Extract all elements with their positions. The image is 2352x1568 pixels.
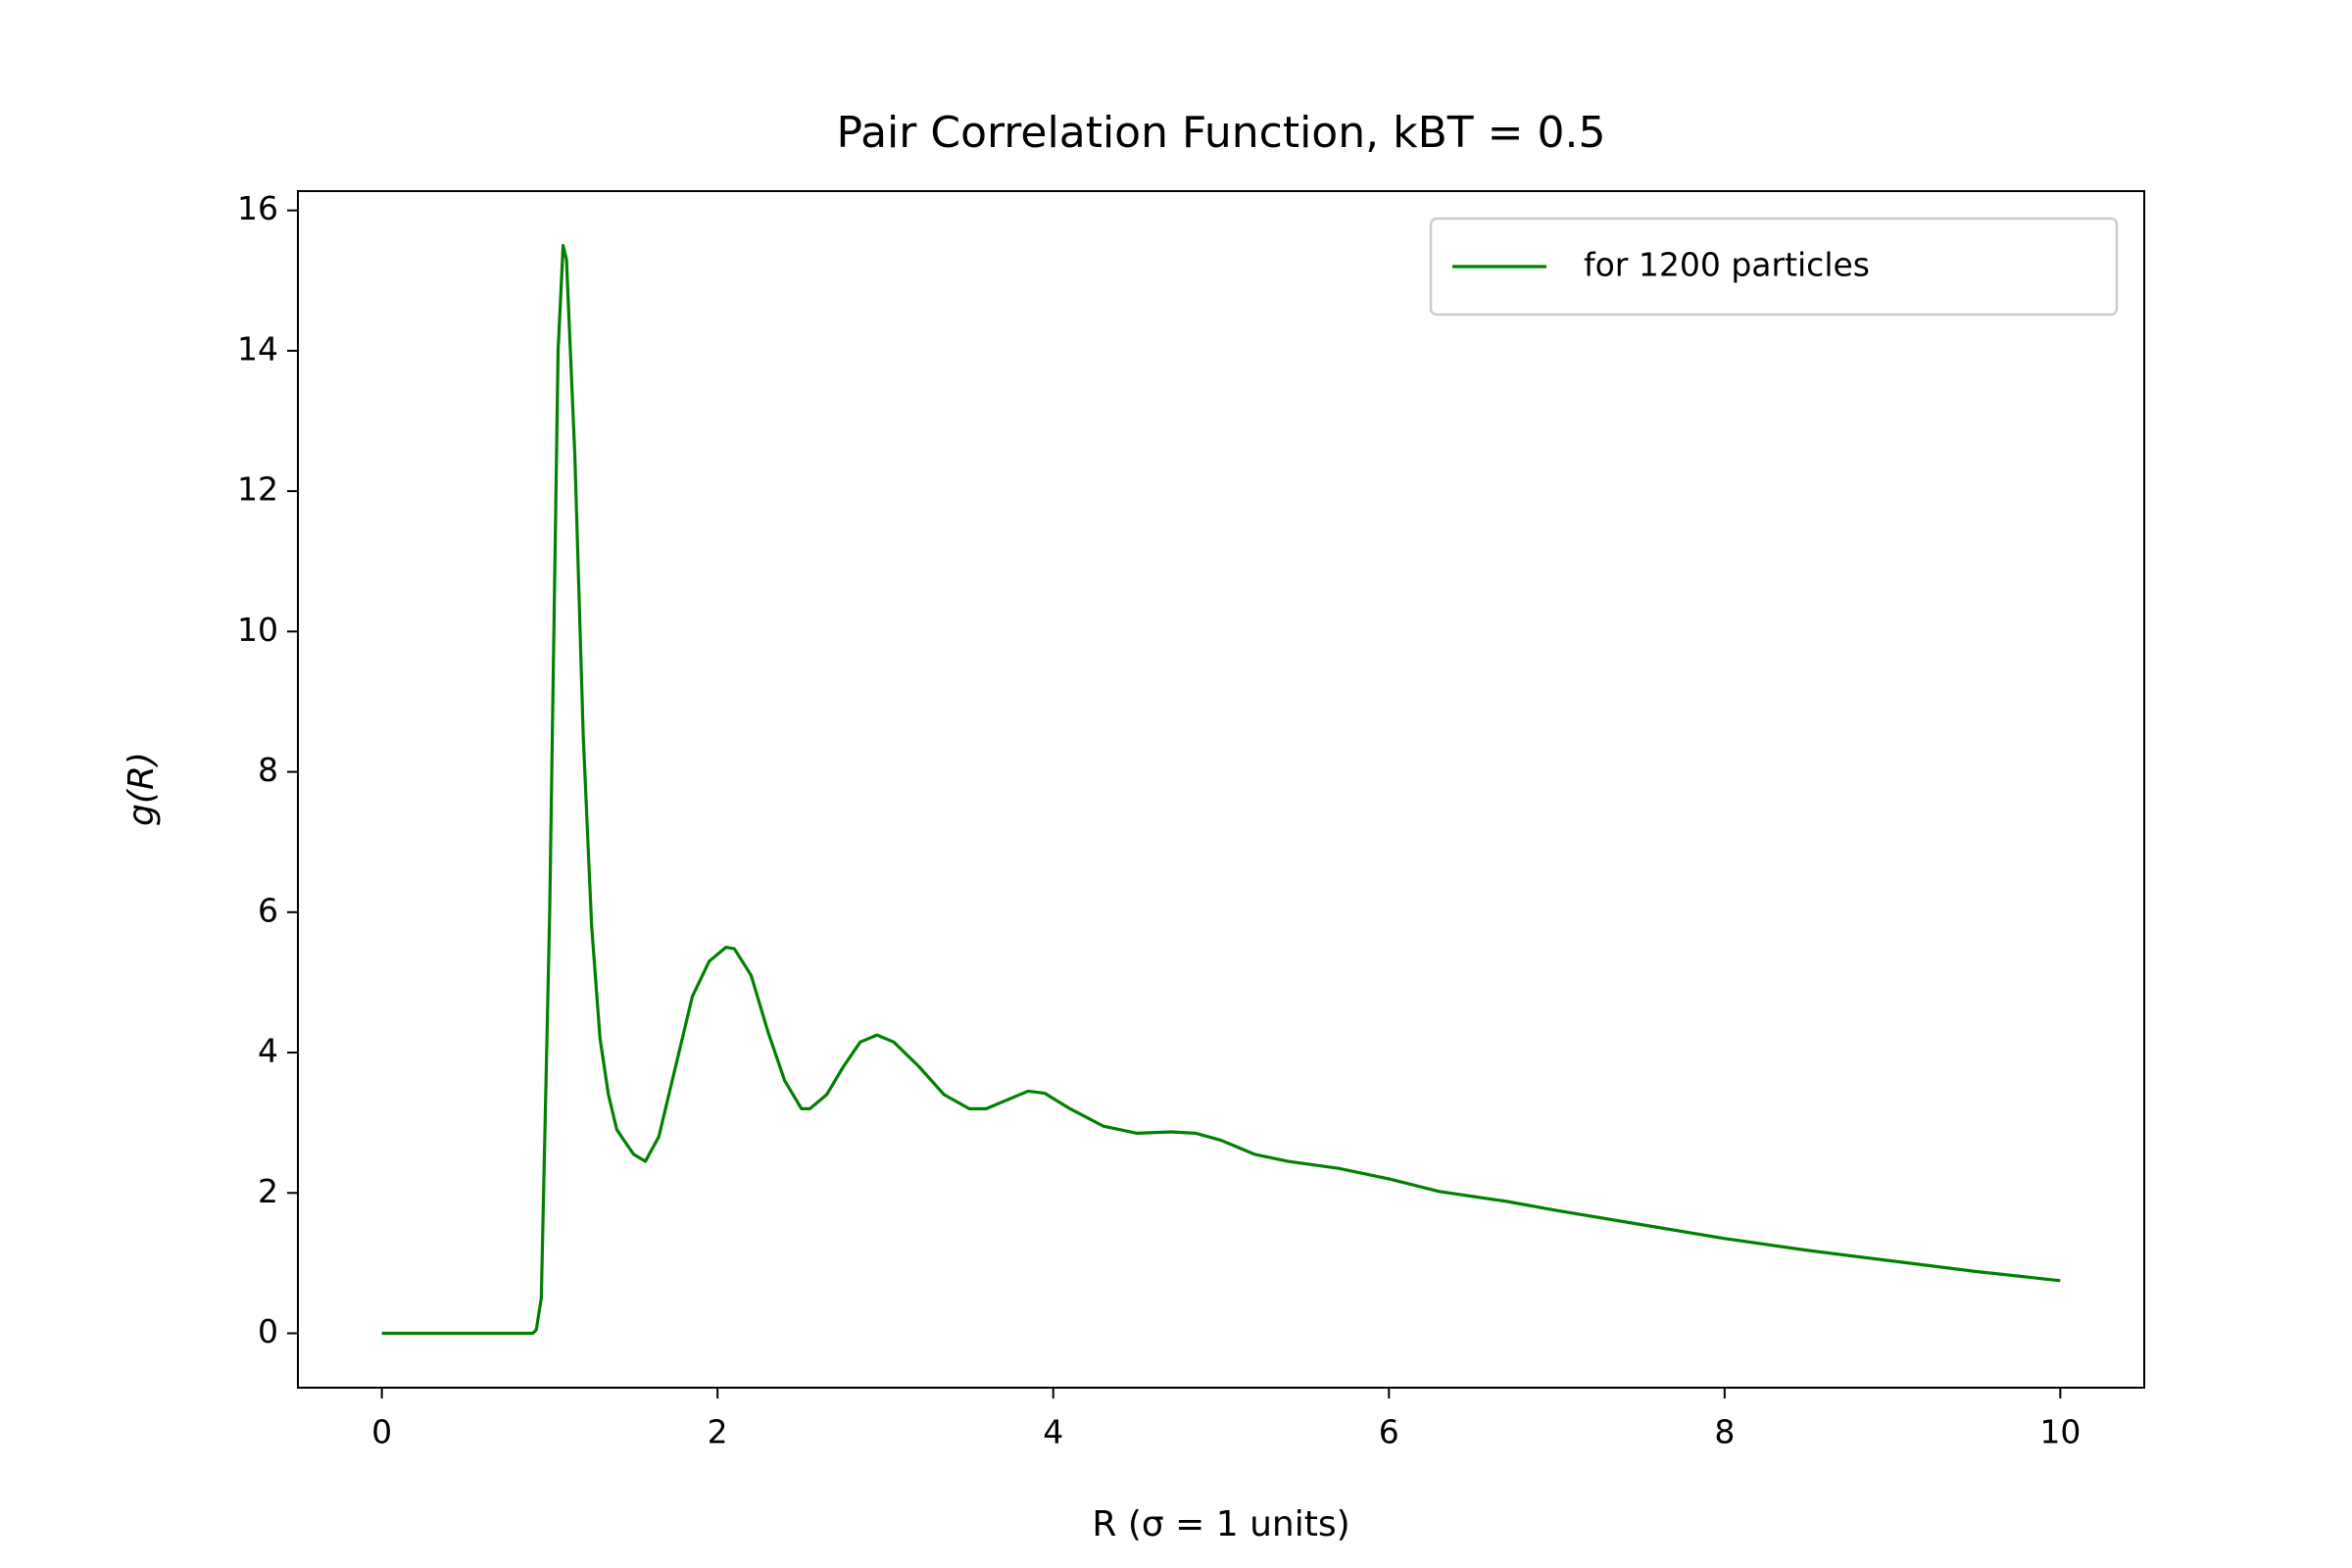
x-tick-label: 4	[1043, 1413, 1063, 1451]
y-tick-label: 4	[258, 1032, 278, 1070]
legend-label: for 1200 particles	[1584, 246, 1870, 284]
y-tick-label: 0	[258, 1312, 278, 1350]
x-tick-label: 6	[1379, 1413, 1399, 1451]
y-axis-label: g(R)	[122, 752, 162, 826]
y-tick-label: 10	[237, 611, 278, 649]
x-tick-label: 2	[708, 1413, 728, 1451]
chart-title: Pair Correlation Function, kBT = 0.5	[837, 108, 1606, 158]
y-tick-label: 14	[237, 329, 278, 368]
x-axis-label: R (σ = 1 units)	[1092, 1504, 1349, 1544]
x-tick-label: 8	[1714, 1413, 1735, 1451]
y-tick-label: 16	[237, 189, 278, 227]
legend-box	[1429, 217, 2119, 317]
x-tick-label: 10	[2039, 1413, 2081, 1451]
y-tick-label: 2	[258, 1172, 278, 1210]
x-tick-label: 0	[371, 1413, 392, 1451]
y-tick-label: 12	[237, 470, 278, 509]
y-tick-label: 6	[258, 891, 278, 929]
data-line	[381, 243, 2061, 1336]
plot-frame	[297, 190, 2145, 1389]
y-tick-label: 8	[258, 751, 278, 789]
